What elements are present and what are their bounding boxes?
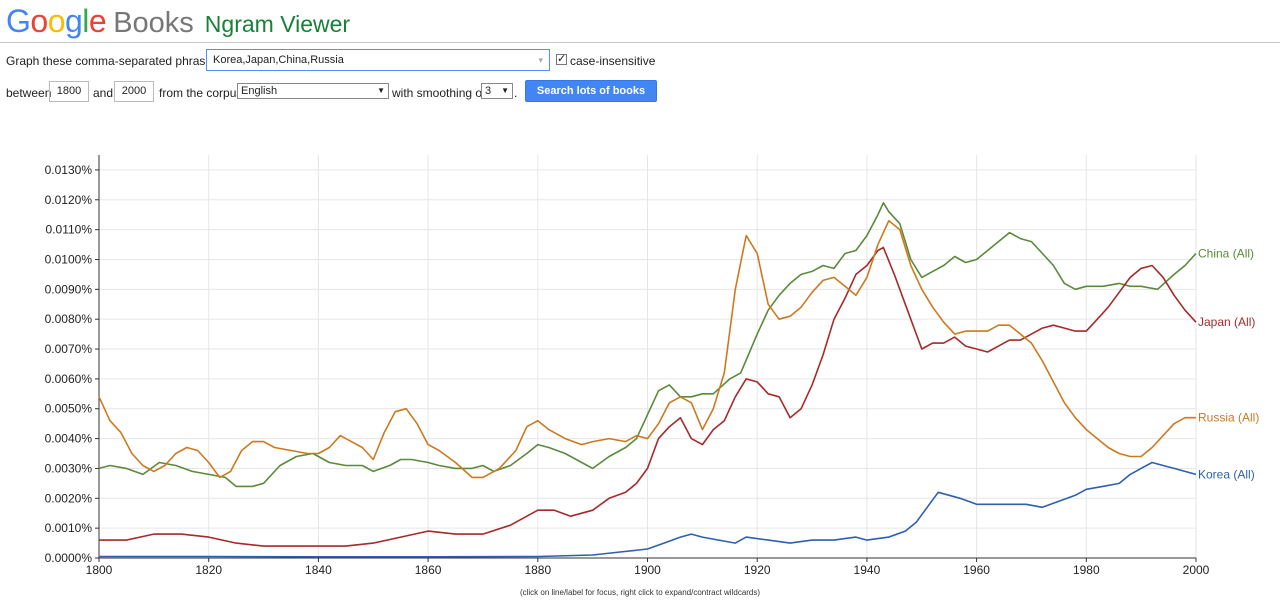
series-label-korea[interactable]: Korea (All) — [1198, 467, 1255, 481]
series-label-japan[interactable]: Japan (All) — [1198, 315, 1255, 329]
y-tick-label: 0.0030% — [45, 461, 93, 475]
x-tick-label: 1940 — [854, 563, 881, 577]
google-letter: e — [88, 3, 107, 39]
y-tick-label: 0.0130% — [45, 163, 93, 177]
google-wordmark: Google — [6, 3, 107, 40]
chart-grid — [99, 155, 1197, 558]
x-tick-label: 2000 — [1183, 563, 1210, 577]
corpus-select-value: English — [241, 85, 278, 97]
case-insensitive-label: case-insensitive — [570, 54, 656, 68]
google-letter: l — [82, 3, 89, 39]
y-tick-label: 0.0100% — [45, 252, 93, 266]
google-letter: o — [47, 3, 66, 39]
x-tick-label: 1980 — [1073, 563, 1100, 577]
series-line-korea[interactable] — [99, 461, 1197, 558]
y-tick-label: 0.0090% — [45, 282, 93, 296]
chart-series — [98, 202, 1197, 558]
x-tick-label: 1880 — [524, 563, 551, 577]
x-tick-label: 1800 — [86, 563, 113, 577]
header-divider — [0, 42, 1280, 43]
logo[interactable]: Google Books Ngram Viewer — [6, 3, 350, 39]
phrases-label: Graph these comma-separated phrases: — [6, 54, 222, 68]
smoothing-label: with smoothing of — [392, 86, 486, 100]
end-year-input[interactable]: 2000 — [114, 81, 154, 102]
series-label-china[interactable]: China (All) — [1198, 247, 1254, 261]
x-tick-label: 1820 — [195, 563, 222, 577]
start-year-input[interactable]: 1800 — [49, 81, 89, 102]
y-tick-label: 0.0080% — [45, 312, 93, 326]
dropdown-caret-icon[interactable]: ▾ — [538, 55, 543, 65]
product-title: Ngram Viewer — [204, 11, 351, 37]
chart-legend: China (All) Japan (All) Russia (All) Korea … — [1198, 247, 1259, 482]
google-letter: g — [64, 3, 83, 39]
checkmark-icon: ✓ — [557, 53, 567, 65]
y-tick-label: 0.0060% — [45, 372, 93, 386]
period-text: . — [514, 86, 518, 100]
y-tick-label: 0.0120% — [45, 193, 93, 207]
x-tick-label: 1900 — [634, 563, 661, 577]
y-tick-label: 0.0000% — [45, 551, 93, 565]
x-tick-label: 1860 — [415, 563, 442, 577]
series-line-russia[interactable] — [98, 219, 1196, 479]
chart-axes: 1800 1820 1840 1860 1880 1900 1920 1940 1960 1980… — [45, 155, 1210, 577]
search-button[interactable]: Search lots of books — [525, 80, 657, 102]
ngram-chart[interactable]: 1800 1820 1840 1860 1880 1900 1920 1940 1960 1980… — [0, 0, 1280, 584]
select-arrow-icon: ▼ — [501, 86, 509, 95]
x-tick-label: 1840 — [305, 563, 332, 577]
smoothing-select[interactable]: 3 ▼ — [481, 83, 513, 99]
x-tick-label: 1920 — [744, 563, 771, 577]
case-insensitive-checkbox[interactable]: ✓ — [556, 54, 567, 65]
y-tick-label: 0.0040% — [45, 432, 93, 446]
phrases-input-value: Korea,Japan,China,Russia — [213, 54, 344, 66]
and-label: and — [93, 86, 114, 100]
select-arrow-icon: ▼ — [377, 86, 385, 95]
y-tick-label: 0.0110% — [46, 223, 93, 237]
google-letter: o — [30, 3, 48, 39]
y-tick-label: 0.0020% — [45, 491, 93, 505]
smoothing-select-value: 3 — [485, 85, 492, 97]
y-tick-label: 0.0050% — [45, 402, 93, 416]
books-wordmark: Books — [113, 7, 194, 39]
footer-hint: (click on line/label for focus, right cl… — [519, 588, 761, 597]
corpus-select[interactable]: English ▼ — [237, 83, 389, 99]
google-letter: G — [6, 3, 31, 39]
x-tick-label: 1960 — [963, 563, 990, 577]
y-tick-label: 0.0010% — [45, 521, 93, 535]
series-line-china[interactable] — [98, 202, 1197, 488]
series-label-russia[interactable]: Russia (All) — [1198, 411, 1259, 425]
between-label: between — [6, 86, 52, 100]
series-line-japan[interactable] — [99, 246, 1197, 547]
y-tick-label: 0.0070% — [45, 342, 93, 356]
phrases-input[interactable]: Korea,Japan,China,Russia ▾ — [206, 49, 550, 71]
corpus-label: from the corpus — [159, 86, 243, 100]
